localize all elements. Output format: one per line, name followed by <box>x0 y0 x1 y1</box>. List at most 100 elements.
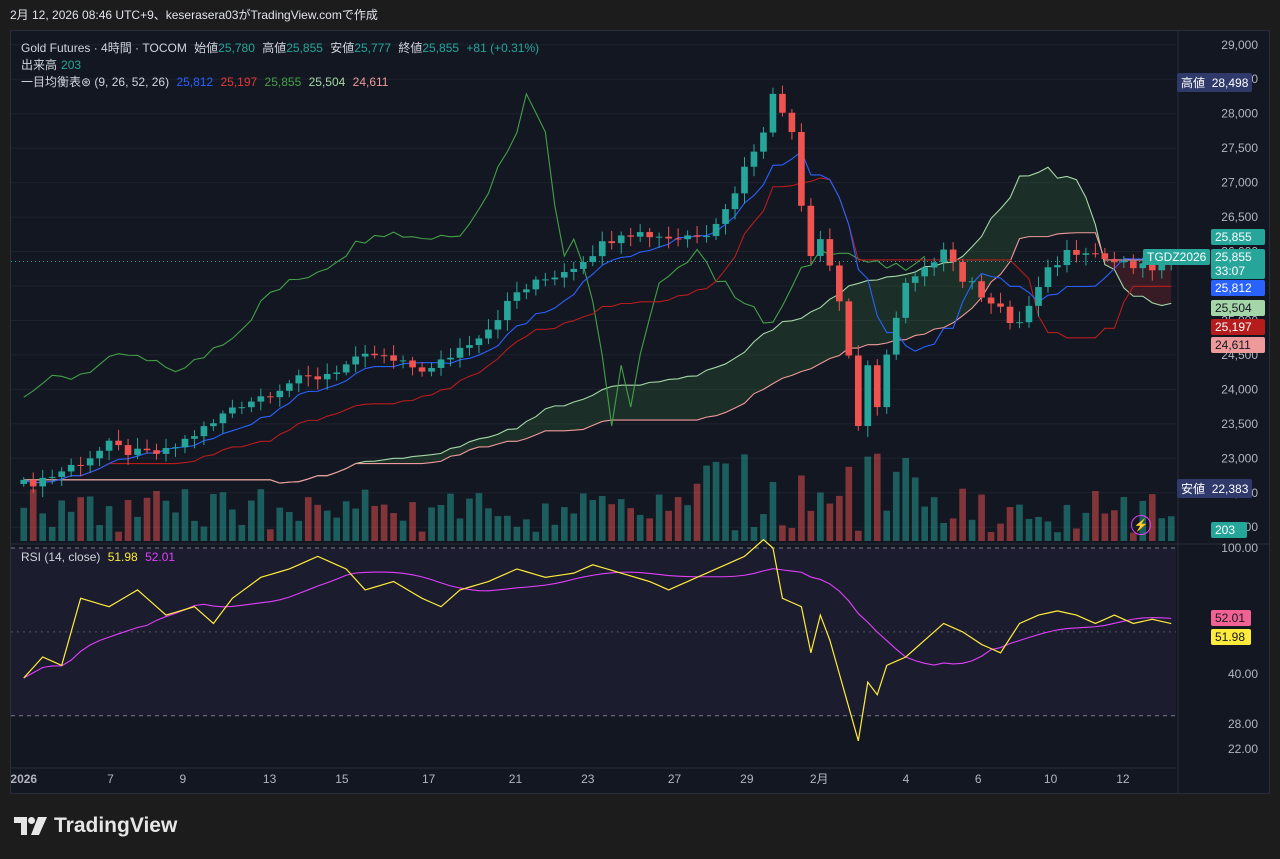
candle-body <box>248 401 255 408</box>
tradingview-logo[interactable]: TradingView <box>14 814 177 838</box>
candle-body <box>817 239 824 257</box>
volume-bar <box>655 494 663 541</box>
cloud-segment <box>858 280 868 349</box>
candle-body <box>902 282 910 318</box>
cloud-segment <box>1000 197 1011 275</box>
volume-bar <box>949 518 957 541</box>
volume-bar <box>750 527 758 541</box>
candle-body <box>428 367 435 372</box>
volume-bar <box>674 497 682 541</box>
volume-bar <box>1063 504 1071 541</box>
time-tick-label: 4 <box>903 772 910 786</box>
volume-bar <box>684 505 691 541</box>
price-tick-label: 23,500 <box>1221 417 1258 431</box>
volume-bar <box>1092 490 1099 541</box>
chart-panel[interactable]: 29,00028,50028,00027,50027,00026,50026,0… <box>10 30 1270 794</box>
candle-body <box>77 464 84 466</box>
candle-body <box>598 241 606 257</box>
volume-bar <box>627 508 635 541</box>
volume-bar <box>67 511 75 541</box>
candle-body <box>788 112 796 133</box>
volume-bar <box>968 519 976 541</box>
cloud-segment <box>1104 259 1115 270</box>
candle-body <box>418 367 426 372</box>
cloud-segment <box>478 437 489 447</box>
cloud-segment <box>621 385 631 421</box>
cloud-segment <box>573 399 584 431</box>
candle-body <box>523 289 530 293</box>
candle-body <box>371 353 378 356</box>
volume-bar <box>238 525 246 541</box>
legend-high-label: 高値 <box>262 41 287 55</box>
cloud-segment <box>991 208 1001 282</box>
alert-bolt-icon[interactable]: ⚡ <box>1131 515 1151 535</box>
cloud-segment <box>1123 259 1134 297</box>
legend-close: 25,855 <box>422 41 460 55</box>
rsi-line <box>23 538 1172 742</box>
cloud-segment <box>697 370 707 421</box>
time-tick-label: 7 <box>107 772 114 786</box>
candle-body <box>352 356 359 365</box>
volume-bar <box>29 489 37 541</box>
candle-body <box>693 235 701 237</box>
volume-bar <box>39 513 47 541</box>
legend-symbol: Gold Futures · 4時間 · TOCOM <box>21 41 187 55</box>
volume-bar <box>58 500 65 541</box>
candle-body <box>257 396 265 402</box>
candle-body <box>1025 305 1033 323</box>
rsi-pane <box>23 538 1172 742</box>
price-tick-label: 23,000 <box>1221 451 1258 465</box>
candle-body <box>560 272 568 278</box>
candle-body <box>608 241 616 244</box>
legend-open-label: 始値 <box>194 41 219 55</box>
volume-bars <box>20 453 1175 541</box>
volume-bar <box>48 526 56 541</box>
cloud-segment <box>753 333 764 394</box>
cloud-segment <box>687 375 698 421</box>
volume-bar <box>466 498 473 541</box>
cloud-segment <box>1029 172 1039 237</box>
cloud-segment <box>706 367 717 418</box>
volume-bar <box>200 526 208 541</box>
candle-body <box>1092 253 1099 255</box>
cloud-segment <box>1047 167 1058 237</box>
candle-body <box>911 276 919 283</box>
volume-bar <box>295 520 303 541</box>
volume-bar <box>172 512 179 541</box>
rsi-tick-label: 28.00 <box>1228 717 1258 731</box>
volume-bar <box>883 510 891 541</box>
volume-bar <box>589 500 597 541</box>
volume-bar <box>579 493 587 541</box>
legend-change: +81 (+0.31%) <box>466 41 540 55</box>
cloud-segment <box>678 376 688 421</box>
volume-bar <box>437 504 445 541</box>
chart-svg[interactable]: 29,00028,50028,00027,50027,00026,50026,0… <box>11 31 1269 793</box>
volume-bar <box>760 514 767 541</box>
volume-bar <box>551 524 559 541</box>
candle-body <box>333 372 341 374</box>
candle-body <box>266 396 274 398</box>
volume-bar <box>428 507 435 541</box>
time-tick-label: 15 <box>335 772 349 786</box>
time-tick-label: 27 <box>668 772 682 786</box>
candle-body <box>731 193 739 210</box>
volume-bar <box>1006 507 1014 541</box>
price-tick-label: 24,000 <box>1221 382 1258 396</box>
time-tick-label: 29 <box>740 772 754 786</box>
cloud-segment <box>744 341 754 404</box>
candle-body <box>836 265 843 302</box>
candle-body <box>978 281 985 298</box>
volume-bar <box>617 499 625 541</box>
candle-body <box>67 464 75 472</box>
candle-body <box>636 232 644 237</box>
volume-bar <box>902 458 910 541</box>
volume-bar <box>560 507 568 541</box>
candle-body <box>959 261 966 282</box>
senkou-b-line <box>23 232 1172 484</box>
candle-body <box>323 373 331 380</box>
cloud-segment <box>592 389 603 426</box>
candle-body <box>143 448 151 451</box>
time-tick-label: 23 <box>581 772 595 786</box>
legend-rsi-value: 51.98 <box>107 550 138 564</box>
volume-bar <box>608 504 616 541</box>
